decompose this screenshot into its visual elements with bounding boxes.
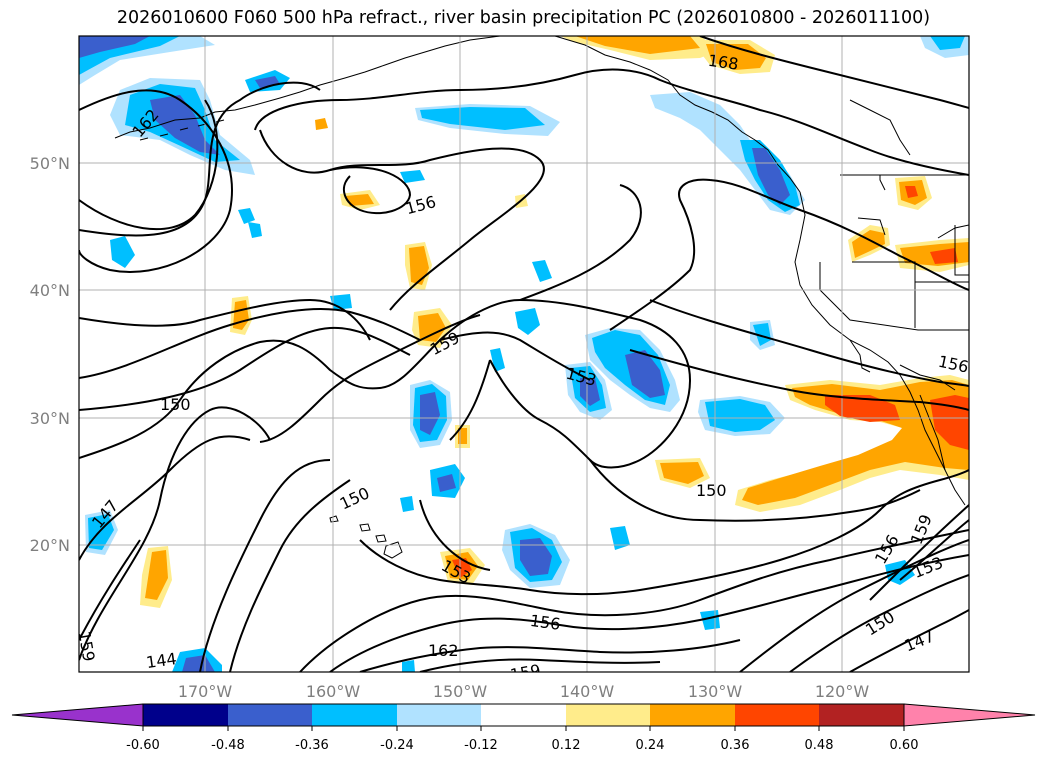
colorbar-tick: 0.24 <box>636 738 665 753</box>
lon-label: 150°W <box>433 682 488 701</box>
map-frame <box>78 35 970 673</box>
colorbar-segment <box>735 704 819 726</box>
lon-label: 130°W <box>688 682 743 701</box>
lat-label: 20°N <box>30 536 70 555</box>
colorbar-tick: -0.36 <box>295 738 329 753</box>
colorbar-segment <box>819 704 904 726</box>
colorbar-frame <box>142 703 905 727</box>
colorbar-segment <box>481 704 566 726</box>
map-title: 2026010600 F060 500 hPa refract., river … <box>116 8 931 28</box>
coastlines <box>114 36 969 559</box>
negative-anomaly-shading <box>79 36 969 672</box>
longitude-labels: 170°W 160°W 150°W 140°W 130°W 120°W <box>178 682 870 701</box>
contour-label: 159 <box>75 630 99 663</box>
colorbar-segment <box>228 704 312 726</box>
colorbar: -0.60 -0.48 -0.36 -0.24 -0.12 0.12 0.24 … <box>11 703 1036 753</box>
lat-label: 50°N <box>30 154 70 173</box>
contour-label: 162 <box>428 641 459 660</box>
colorbar-segment <box>650 704 735 726</box>
colorbar-segment <box>397 704 481 726</box>
colorbar-tick: -0.24 <box>380 738 414 753</box>
refractivity-contours <box>79 36 969 672</box>
lon-label: 140°W <box>560 682 615 701</box>
colorbar-tick: 0.48 <box>805 738 834 753</box>
colorbar-tick: -0.48 <box>211 738 245 753</box>
colorbar-tick: -0.12 <box>464 738 498 753</box>
colorbar-tick: 0.36 <box>721 738 750 753</box>
lon-label: 120°W <box>815 682 870 701</box>
contour-label: 150 <box>696 481 727 500</box>
lon-label: 170°W <box>178 682 233 701</box>
contour-label: 144 <box>145 649 178 672</box>
contour-label: 159 <box>509 661 542 685</box>
lon-label: 160°W <box>306 682 361 701</box>
contour-label: 150 <box>160 395 191 414</box>
lat-label: 40°N <box>30 281 70 300</box>
contour-label: 156 <box>529 611 562 634</box>
colorbar-lower-extension <box>11 703 144 727</box>
lat-label: 30°N <box>30 409 70 428</box>
colorbar-segment <box>312 704 397 726</box>
colorbar-tick: 0.60 <box>890 738 919 753</box>
colorbar-segment <box>566 704 650 726</box>
colorbar-tick: -0.60 <box>126 738 160 753</box>
latitude-labels: 50°N 40°N 30°N 20°N <box>30 154 70 555</box>
colorbar-tick: 0.12 <box>552 738 581 753</box>
colorbar-upper-extension <box>903 703 1036 727</box>
positive-anomaly-shading <box>140 36 969 608</box>
contour-label: 168 <box>707 51 740 74</box>
colorbar-segment <box>143 704 228 726</box>
